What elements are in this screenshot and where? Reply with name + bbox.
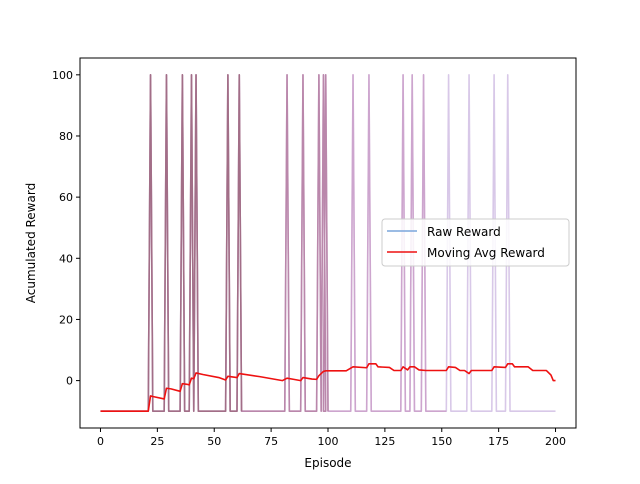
y-tick-label: 20 [59, 313, 73, 326]
y-tick-label: 60 [59, 191, 73, 204]
y-axis-ticks: 0 20 40 60 80 100 [52, 69, 80, 388]
x-tick-label: 150 [431, 435, 452, 448]
x-tick-label: 200 [545, 435, 566, 448]
x-axis-label: Episode [304, 456, 351, 470]
legend-box [381, 218, 570, 267]
raw-reward-line [100, 74, 243, 412]
y-tick-label: 80 [59, 130, 73, 143]
x-axis-ticks: 0 25 50 75 100 125 150 175 200 [97, 428, 566, 448]
legend: Raw Reward Moving Avg Reward [381, 218, 570, 267]
y-axis-label: Acumulated Reward [24, 183, 38, 303]
x-tick-label: 75 [264, 435, 278, 448]
x-tick-label: 125 [374, 435, 395, 448]
x-tick-label: 100 [318, 435, 339, 448]
y-tick-label: 0 [66, 375, 73, 388]
legend-avg-label: Moving Avg Reward [427, 246, 545, 260]
x-tick-label: 0 [97, 435, 104, 448]
legend-raw-label: Raw Reward [427, 225, 501, 239]
y-tick-label: 100 [52, 69, 73, 82]
x-tick-label: 50 [207, 435, 221, 448]
y-tick-label: 40 [59, 252, 73, 265]
moving-avg-line [100, 362, 556, 412]
moving-avg-series [100, 362, 556, 412]
x-tick-label: 25 [150, 435, 164, 448]
raw-reward-series [100, 74, 556, 412]
x-tick-label: 175 [488, 435, 509, 448]
